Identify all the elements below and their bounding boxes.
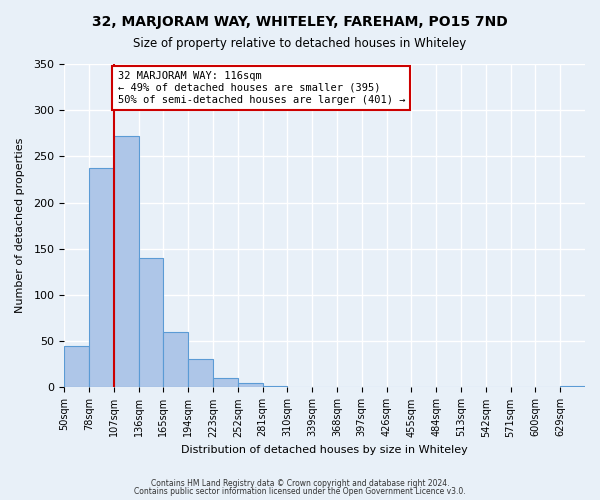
X-axis label: Distribution of detached houses by size in Whiteley: Distribution of detached houses by size … (181, 445, 468, 455)
Bar (163, 332, 188, 388)
Bar (238, 383, 263, 388)
Bar (560, 386, 585, 388)
Bar (64, 346, 89, 388)
Bar (263, 386, 287, 388)
Text: 32 MARJORAM WAY: 116sqm
← 49% of detached houses are smaller (395)
50% of semi-d: 32 MARJORAM WAY: 116sqm ← 49% of detache… (118, 72, 405, 104)
Text: Contains public sector information licensed under the Open Government Licence v3: Contains public sector information licen… (134, 487, 466, 496)
Y-axis label: Number of detached properties: Number of detached properties (15, 138, 25, 314)
Bar (188, 359, 213, 388)
Bar (89, 168, 114, 388)
Bar (213, 378, 238, 388)
Text: Size of property relative to detached houses in Whiteley: Size of property relative to detached ho… (133, 38, 467, 51)
Text: Contains HM Land Registry data © Crown copyright and database right 2024.: Contains HM Land Registry data © Crown c… (151, 478, 449, 488)
Bar (114, 136, 139, 388)
Bar (139, 258, 163, 388)
Text: 32, MARJORAM WAY, WHITELEY, FAREHAM, PO15 7ND: 32, MARJORAM WAY, WHITELEY, FAREHAM, PO1… (92, 15, 508, 29)
